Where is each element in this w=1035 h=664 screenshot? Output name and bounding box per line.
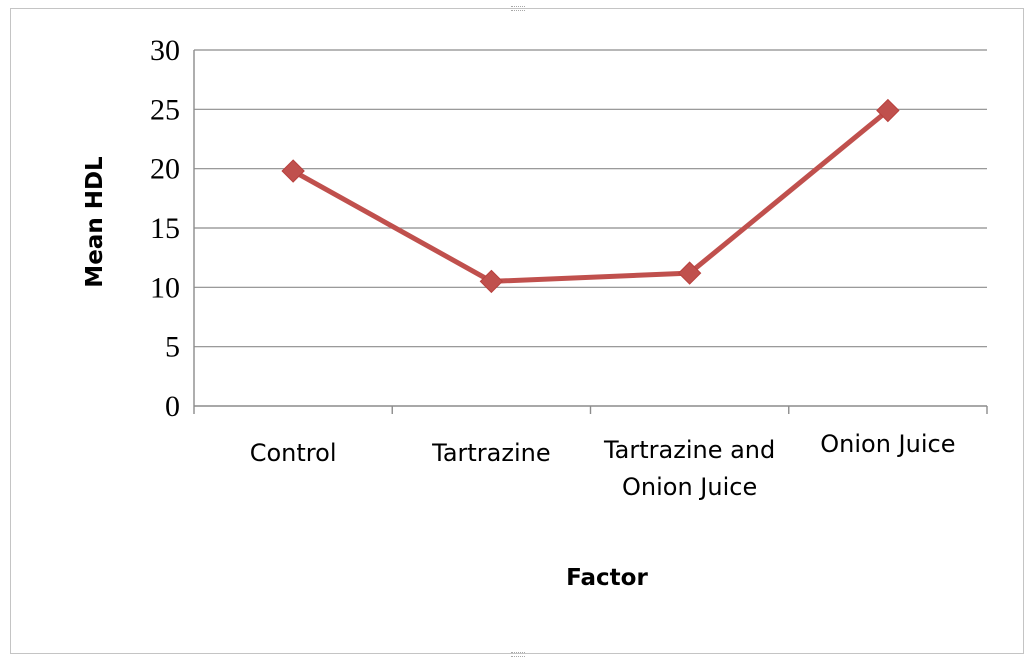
frame-resize-handle-top[interactable] — [511, 6, 525, 11]
x-tick-label-line: Control — [250, 439, 337, 467]
data-series — [281, 98, 900, 294]
y-tick-label: 15 — [150, 212, 180, 245]
x-tick-label: Control — [250, 439, 337, 467]
x-tick-label: Tartrazine — [431, 439, 551, 467]
y-tick-label: 25 — [150, 93, 180, 126]
x-axis-title: Factor — [566, 565, 648, 591]
x-tick-label-line: Tartrazine and — [603, 436, 775, 464]
y-tick-label: 5 — [165, 331, 180, 364]
axes — [193, 50, 988, 414]
y-tick-label: 10 — [150, 271, 180, 304]
data-point-marker — [876, 98, 900, 123]
x-tick-label-line: Onion Juice — [820, 430, 955, 458]
x-tick-label-line: Tartrazine — [431, 439, 551, 467]
x-tick-labels: Control Tartrazine Tartrazine and Onion Jui… — [250, 430, 956, 501]
y-tick-label: 0 — [165, 390, 180, 423]
gridlines — [194, 49, 987, 348]
y-tick-label: 30 — [150, 34, 180, 67]
data-point-marker — [281, 159, 305, 183]
series-line-0 — [290, 108, 891, 284]
data-point-marker — [677, 261, 702, 285]
y-tick-label: 20 — [150, 153, 180, 186]
x-tick-label: Onion Juice — [820, 430, 955, 458]
x-tick-label-line: Onion Juice — [622, 473, 757, 501]
y-tick-labels: 0 5 10 15 20 25 30 — [150, 34, 180, 423]
chart-frame — [10, 8, 1024, 654]
data-point-marker — [479, 269, 504, 294]
frame-resize-handle-bottom[interactable] — [511, 652, 525, 657]
x-tick-label: Tartrazine and Onion Juice — [603, 436, 775, 501]
y-axis-title: Mean HDL — [82, 156, 108, 288]
